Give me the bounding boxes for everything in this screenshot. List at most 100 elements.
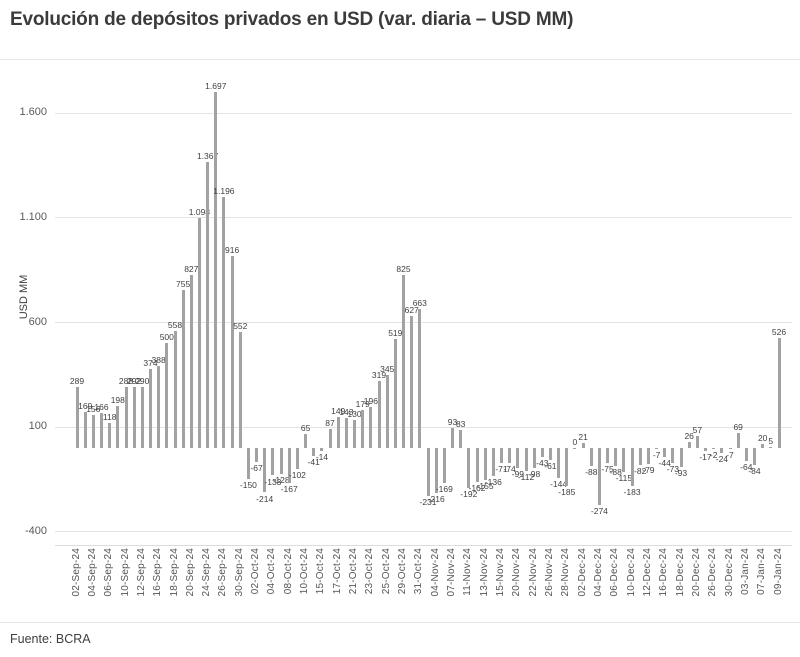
- bar: [573, 447, 577, 449]
- bar-value-label: 87: [325, 418, 335, 429]
- bar-value-label: 179: [355, 399, 370, 410]
- bar-value-label: -44: [658, 457, 671, 468]
- x-tick-label: 31-Oct-24: [413, 548, 425, 595]
- bar-value-label: -74: [503, 464, 516, 475]
- bar: [140, 386, 144, 448]
- bar-value-label: -99: [511, 469, 524, 480]
- bar-value-label: 5: [768, 435, 774, 446]
- x-tick-label: 23-Oct-24: [364, 548, 376, 595]
- bar-value-label: -7: [652, 450, 661, 461]
- bar: [540, 447, 544, 457]
- bar: [663, 447, 667, 457]
- bar-value-label: 93: [447, 417, 458, 428]
- bar: [206, 161, 210, 448]
- bar-value-label: -61: [544, 461, 557, 472]
- gridline: [55, 112, 792, 114]
- x-tick-label: 07-Jan-24: [756, 548, 768, 595]
- x-tick-label: 16-Sep-24: [152, 548, 164, 597]
- bar: [385, 375, 389, 448]
- bar: [467, 447, 471, 488]
- bar-value-label: 519: [388, 328, 403, 338]
- bar-value-label: -133: [264, 476, 282, 487]
- bar: [344, 417, 348, 448]
- bar-value-label: 166: [94, 401, 109, 412]
- bar-value-label: -231: [419, 497, 437, 507]
- x-tick-label: 30-Sep-24: [233, 548, 245, 597]
- bar: [189, 274, 193, 448]
- bar: [100, 412, 103, 448]
- bar: [336, 416, 340, 448]
- x-tick-label: 13-Nov-24: [478, 548, 490, 597]
- bar: [548, 447, 552, 461]
- bar: [557, 447, 561, 478]
- bar-value-label: 292: [127, 375, 142, 386]
- x-tick-label: 24-Sep-24: [201, 548, 213, 597]
- x-tick-label: 04-Oct-24: [266, 548, 278, 595]
- bar-value-label: -144: [550, 478, 568, 489]
- bar: [165, 343, 169, 448]
- x-tick-label: 17-Oct-24: [331, 548, 343, 595]
- bar: [434, 447, 438, 493]
- bar: [769, 446, 773, 448]
- bar: [679, 447, 683, 468]
- bar-value-label: 827: [184, 263, 199, 274]
- bar-value-label: 130: [347, 409, 362, 420]
- bar-value-label: -14: [315, 451, 329, 462]
- gridline: [55, 531, 792, 533]
- y-axis-label: USD MM: [18, 274, 30, 320]
- x-tick-label: 10-Dec-24: [625, 548, 637, 597]
- bar-value-label: -88: [609, 467, 622, 478]
- bar: [655, 447, 659, 450]
- bar-value-label: -192: [460, 488, 478, 499]
- x-tick-label: 30-Dec-24: [723, 548, 735, 597]
- bar-value-label: -216: [427, 493, 445, 504]
- bar-value-label: -183: [623, 487, 641, 497]
- bar-value-label: 1.196: [213, 186, 235, 197]
- bar: [442, 447, 446, 484]
- x-tick-label: 20-Nov-24: [511, 548, 523, 597]
- bar-value-label: -136: [484, 477, 502, 488]
- y-tick-label: -400: [24, 524, 47, 537]
- top-divider: [0, 59, 800, 60]
- x-tick-label: 15-Nov-24: [495, 548, 506, 597]
- x-tick-label: 04-Nov-24: [429, 548, 441, 597]
- bar: [124, 387, 128, 448]
- x-tick-label: 06-Dec-24: [609, 548, 621, 597]
- bar-value-label: -115: [615, 472, 633, 483]
- gridline: [55, 426, 792, 428]
- bar: [230, 255, 234, 448]
- x-tick-label: 15-Oct-24: [315, 548, 327, 595]
- bar-value-label: -93: [674, 468, 688, 479]
- bar: [287, 447, 291, 483]
- x-tick-label: 29-Oct-24: [397, 548, 408, 595]
- bar-value-label: 69: [733, 422, 743, 433]
- x-tick-label: 07-Nov-24: [446, 548, 457, 597]
- bar: [197, 217, 201, 448]
- bar-value-label: -162: [468, 482, 486, 493]
- bar: [622, 447, 626, 472]
- bar: [402, 274, 405, 448]
- bar: [483, 447, 487, 481]
- x-tick-label: 10-Sep-24: [119, 548, 131, 597]
- bar-value-label: -82: [634, 465, 647, 476]
- bar-value-label: -112: [517, 472, 535, 483]
- bar-value-label: 558: [167, 319, 183, 330]
- bar: [83, 412, 87, 448]
- bar-value-label: 627: [404, 305, 419, 316]
- bar: [91, 415, 95, 448]
- bottom-divider: [0, 622, 800, 623]
- x-tick-label: 12-Dec-24: [641, 548, 653, 597]
- bar-value-label: 825: [396, 263, 411, 274]
- bar: [671, 447, 675, 463]
- bar: [246, 447, 250, 480]
- bar: [295, 447, 299, 470]
- bar: [491, 447, 495, 477]
- bar: [304, 434, 308, 448]
- bar: [222, 197, 226, 448]
- bar-value-label: 552: [233, 321, 248, 332]
- bar: [516, 447, 520, 469]
- bar: [475, 447, 479, 482]
- gridline: [55, 217, 792, 219]
- x-tick-label: 02-Oct-24: [250, 548, 262, 595]
- bar: [712, 447, 716, 449]
